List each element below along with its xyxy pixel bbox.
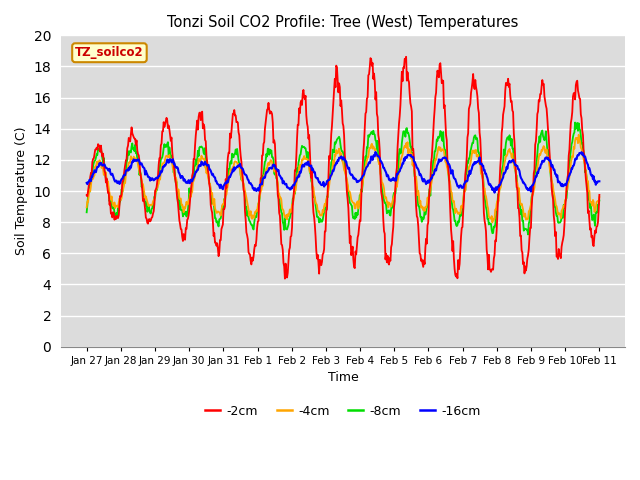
Legend: -2cm, -4cm, -8cm, -16cm: -2cm, -4cm, -8cm, -16cm — [200, 400, 486, 423]
Y-axis label: Soil Temperature (C): Soil Temperature (C) — [15, 127, 28, 255]
X-axis label: Time: Time — [328, 372, 358, 384]
Title: Tonzi Soil CO2 Profile: Tree (West) Temperatures: Tonzi Soil CO2 Profile: Tree (West) Temp… — [167, 15, 518, 30]
Text: TZ_soilco2: TZ_soilco2 — [75, 46, 144, 59]
